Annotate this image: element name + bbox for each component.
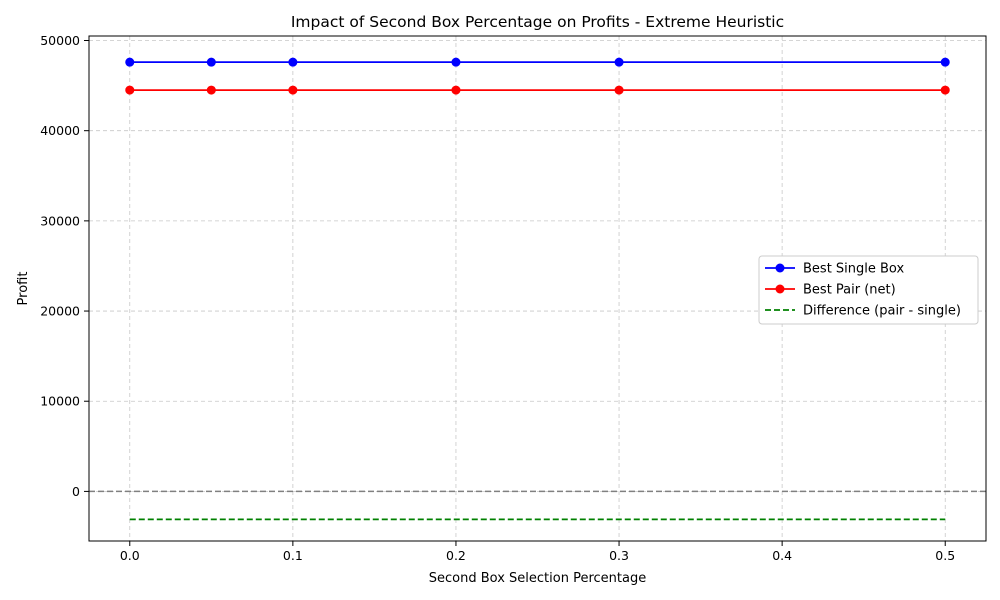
data-point — [451, 85, 461, 95]
legend-label: Best Single Box — [803, 262, 904, 277]
data-point — [206, 57, 216, 67]
data-point — [125, 85, 135, 95]
data-point — [288, 57, 298, 67]
y-tick-label: 50000 — [40, 33, 80, 48]
legend-label: Difference (pair - single) — [803, 304, 961, 319]
data-point — [614, 57, 624, 67]
data-point — [206, 85, 216, 95]
legend-box — [758, 255, 979, 325]
y-tick-label: 40000 — [40, 123, 80, 138]
data-point — [288, 85, 298, 95]
legend-item: Best Single Box — [765, 262, 904, 277]
legend-item: Difference (pair - single) — [765, 304, 961, 319]
x-tick-label: 0.1 — [283, 548, 303, 563]
grid — [89, 36, 986, 541]
x-tick-label: 0.5 — [935, 548, 955, 563]
series-layer — [125, 57, 950, 521]
y-axis-ticks: 0 10000 20000 30000 40000 50000 — [40, 33, 89, 499]
data-point — [614, 85, 624, 95]
y-tick-label: 20000 — [40, 304, 80, 319]
series-0 — [125, 57, 950, 67]
x-tick-label: 0.0 — [120, 548, 140, 563]
plot-area-frame — [88, 35, 987, 542]
x-tick-label: 0.4 — [772, 548, 792, 563]
x-tick-label: 0.2 — [446, 548, 466, 563]
data-point — [451, 57, 461, 67]
x-tick-label: 0.3 — [609, 548, 629, 563]
y-tick-label: 10000 — [40, 394, 80, 409]
legend-swatch-marker — [775, 263, 785, 273]
legend-item: Best Pair (net) — [765, 283, 896, 298]
data-point — [125, 57, 135, 67]
legend-swatch-marker — [775, 284, 785, 294]
legend: Best Single Box Best Pair (net) Difference… — [758, 255, 979, 325]
chart-title: Impact of Second Box Percentage on Profi… — [291, 13, 784, 31]
y-tick-label: 0 — [72, 484, 80, 499]
data-point — [940, 57, 950, 67]
x-axis-label: Second Box Selection Percentage — [429, 571, 646, 586]
data-point — [940, 85, 950, 95]
x-axis-ticks: 0.0 0.1 0.2 0.3 0.4 0.5 — [120, 541, 955, 563]
legend-label: Best Pair (net) — [803, 283, 896, 298]
series-1 — [125, 85, 950, 95]
y-axis-label: Profit — [16, 272, 31, 306]
y-tick-label: 30000 — [40, 213, 80, 228]
